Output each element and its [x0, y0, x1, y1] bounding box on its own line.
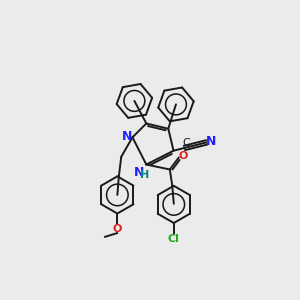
Text: O: O [113, 224, 122, 233]
Text: N: N [206, 135, 216, 148]
Text: Cl: Cl [168, 234, 180, 244]
Text: H: H [140, 170, 149, 180]
Text: N: N [122, 130, 133, 143]
Text: C: C [182, 137, 190, 148]
Text: O: O [178, 151, 188, 161]
Text: N: N [134, 166, 144, 179]
